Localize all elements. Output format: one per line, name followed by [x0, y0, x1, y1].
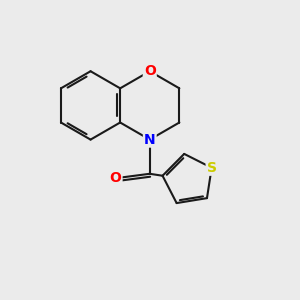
- Text: N: N: [144, 133, 156, 147]
- Text: O: O: [110, 171, 122, 185]
- Text: O: O: [144, 64, 156, 78]
- Text: S: S: [207, 161, 217, 175]
